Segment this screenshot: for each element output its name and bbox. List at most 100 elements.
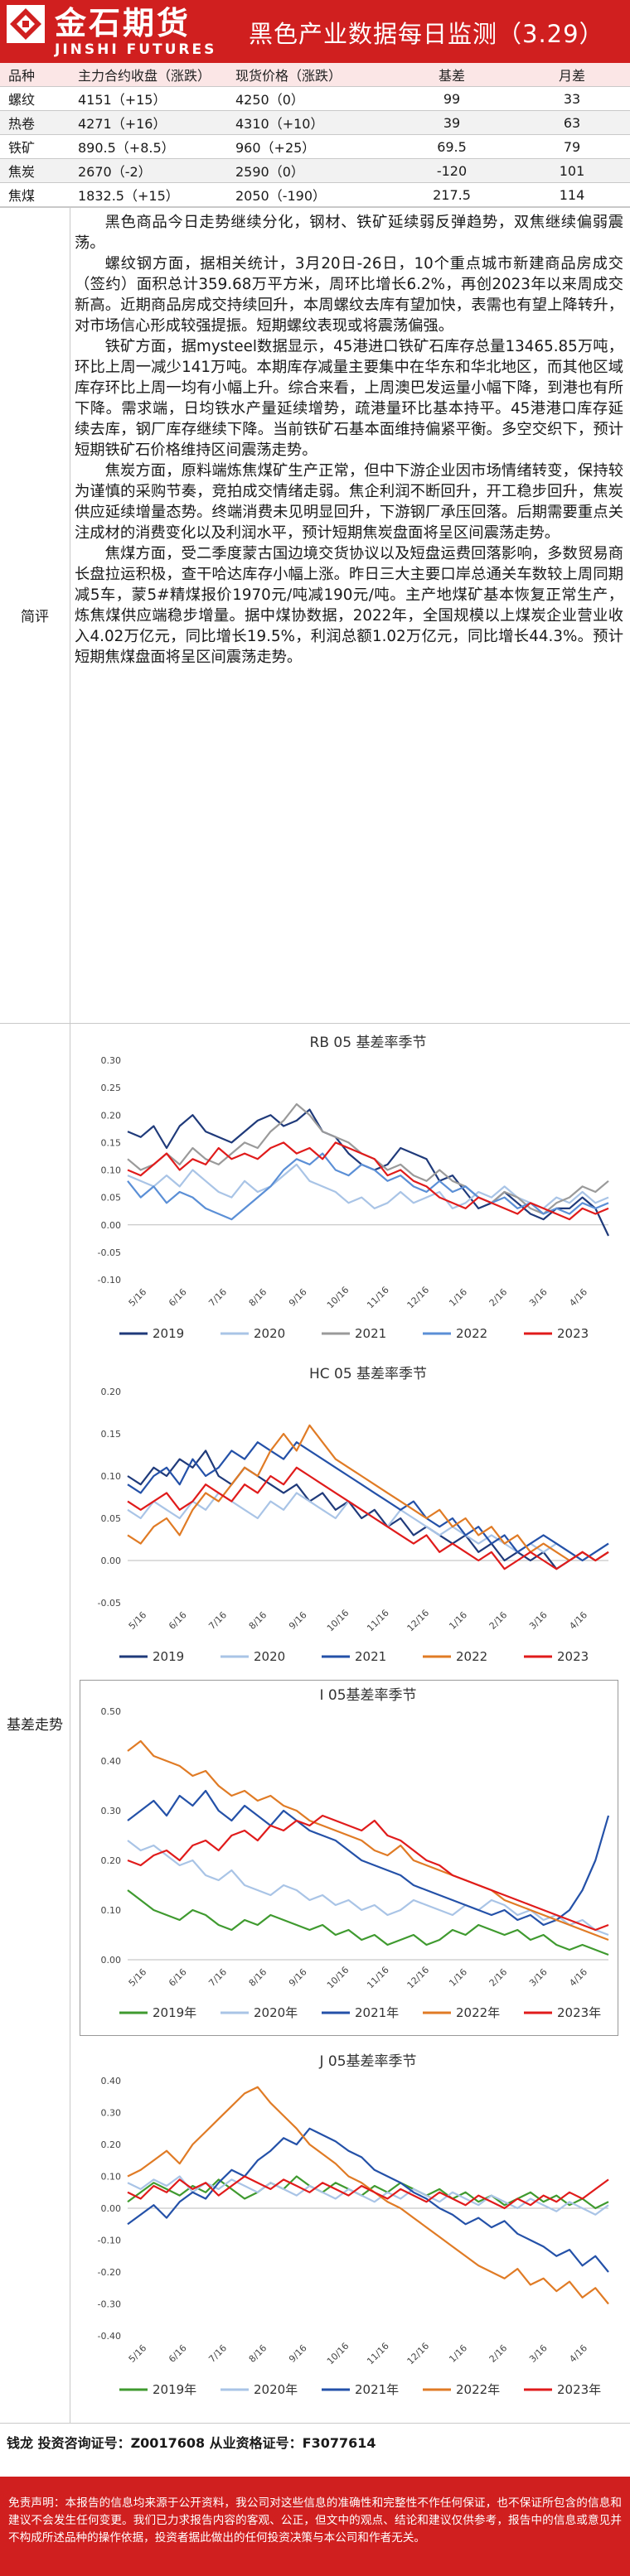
spot-price: 4310（+10） (229, 110, 390, 135)
series-line-2022年 (127, 1739, 609, 1942)
legend-label: 2021年 (355, 2382, 399, 2397)
y-tick-label: 0.00 (101, 1955, 122, 1966)
x-tick-label: 11/16 (365, 1285, 391, 1311)
chart-svg: I 05基差率季节 0.50 0.40 0.30 0.20 0.10 0.00 5/16 6/1… (80, 1680, 618, 2036)
y-tick-label: 0.00 (101, 1556, 122, 1566)
series-line-2019年 (127, 2175, 609, 2210)
x-tick-label: 6/16 (167, 2342, 189, 2365)
x-tick-label: 7/16 (206, 1286, 229, 1309)
y-tick-label: 0.10 (101, 1905, 122, 1916)
y-tick-label: -0.05 (98, 1598, 121, 1609)
legend-label: 2020 (254, 1649, 285, 1664)
chart-frame (80, 1680, 618, 2036)
series-line-2021 (127, 1102, 609, 1215)
x-tick-label: 12/16 (405, 2341, 432, 2367)
y-tick-label: 0.30 (101, 1055, 122, 1066)
legend-label: 2023 (557, 1649, 589, 1664)
hc05-basis-chart: HC 05 基差率季节 0.20 0.15 0.10 0.05 0.00 -0.05 5/16… (80, 1358, 618, 1677)
x-tick-label: 5/16 (127, 2342, 149, 2365)
series-line-2020 (127, 1163, 609, 1209)
series-line-2020年 (127, 1840, 609, 1937)
series-line-2019 (127, 1108, 609, 1237)
x-tick-label: 11/16 (365, 1608, 391, 1634)
basis-section-label: 基差走势 (0, 1023, 70, 2423)
legend-label: 2022年 (456, 2005, 500, 2020)
basis-value: 39 (390, 110, 514, 135)
product-name: 焦炭 (0, 158, 71, 183)
y-tick-label: -0.40 (98, 2331, 121, 2342)
x-tick-label: 1/16 (447, 1609, 469, 1632)
x-tick-label: 9/16 (287, 1609, 309, 1632)
y-tick-label: 0.40 (101, 1756, 122, 1767)
x-tick-label: 6/16 (167, 1609, 189, 1632)
column-header-product: 品种 (0, 63, 71, 87)
spread-value: 79 (514, 134, 630, 159)
quote-table: 品种 主力合约收盘（涨跌） 现货价格（涨跌） 基差 月差 螺纹 4151（+15… (0, 63, 630, 207)
legend-label: 2021 (355, 1326, 386, 1341)
report-header: 金石期货 JINSHI FUTURES 黑色产业数据每日监测（3.29） (0, 0, 630, 63)
y-tick-label: 0.10 (101, 1165, 122, 1176)
y-tick-label: 0.30 (101, 2108, 122, 2119)
futures-close: 2670（-2） (71, 158, 229, 183)
chart-title: HC 05 基差率季节 (309, 1366, 427, 1382)
series-line-2023 (127, 1466, 609, 1570)
series-line-2021 (127, 1441, 609, 1562)
y-tick-label: 0.00 (101, 2203, 122, 2214)
x-tick-label: 2/16 (487, 1286, 510, 1309)
y-tick-label: -0.30 (98, 2299, 121, 2310)
x-tick-label: 10/16 (325, 2341, 351, 2367)
x-tick-label: 5/16 (127, 1609, 149, 1632)
product-name: 螺纹 (0, 86, 71, 111)
series-line-2022年 (127, 2086, 609, 2305)
legend-label: 2023年 (557, 2382, 601, 2397)
x-tick-label: 5/16 (127, 1966, 149, 1989)
i05-basis-chart: I 05基差率季节 0.50 0.40 0.30 0.20 0.10 0.00 5/16 6/1… (80, 1680, 618, 2036)
x-tick-label: 10/16 (325, 1965, 351, 1991)
section-divider (0, 207, 630, 208)
series-line-2023 (127, 1141, 609, 1221)
j05-basis-chart: J 05基差率季节 0.40 0.30 0.20 0.10 0.00 -0.10 -0.20 -… (80, 2046, 618, 2410)
legend-label: 2019 (153, 1326, 184, 1341)
chart-title: I 05基差率季节 (319, 1687, 416, 1704)
x-tick-label: 5/16 (127, 1286, 149, 1309)
x-tick-label: 2/16 (487, 2342, 510, 2365)
commentary-coking-coal: 焦煤方面，受二季度蒙古国边境交货协议以及短盘运费回落影响，多数贸易商长盘拉运积极… (75, 545, 623, 666)
y-tick-label: 0.10 (101, 2172, 122, 2183)
legend-label: 2021年 (355, 2005, 399, 2020)
futures-close: 4151（+15） (71, 86, 229, 111)
y-tick-label: 0.05 (101, 1513, 122, 1524)
y-tick-label: -0.10 (98, 2236, 121, 2246)
commentary-coke: 焦炭方面，原料端炼焦煤矿生产正常，但中下游企业因市场情绪转变，保持较为谨慎的采购… (75, 462, 623, 542)
basis-value: 217.5 (390, 182, 514, 207)
spread-value: 63 (514, 110, 630, 135)
y-tick-label: 0.00 (101, 1220, 122, 1231)
table-row: 铁矿 890.5（+8.5） 960（+25） 69.5 79 (0, 134, 630, 159)
chart-svg: RB 05 基差率季节 0.30 0.25 0.20 0.15 0.10 0.05 0.00 -… (98, 1035, 609, 1341)
legend-label: 2023年 (557, 2005, 601, 2020)
y-tick-label: 0.20 (101, 2139, 122, 2150)
commentary-iron-ore: 铁矿方面，据mysteel数据显示，45港进口铁矿石库存总量13465.85万吨… (75, 338, 623, 459)
basis-value: -120 (390, 158, 514, 183)
futures-close: 4271（+16） (71, 110, 229, 135)
x-tick-label: 9/16 (287, 1966, 309, 1989)
legend-label: 2022 (456, 1326, 487, 1341)
series-line-2023年 (127, 2175, 609, 2210)
disclaimer: 免责声明：本报告的信息均来源于公开资料，我公司对这些信息的准确性和完整性不作任何… (0, 2477, 630, 2576)
commentary-rebar: 螺纹钢方面，据相关统计，3月20日-26日，10个重点城市新建商品房成交（签约）… (75, 255, 623, 335)
series-line-2019年 (127, 1889, 609, 1956)
table-row: 焦炭 2670（-2） 2590（0） -120 101 (0, 158, 630, 183)
y-tick-label: 0.20 (101, 1387, 122, 1397)
x-tick-label: 2/16 (487, 1966, 510, 1989)
x-tick-label: 12/16 (405, 1285, 432, 1311)
x-tick-label: 8/16 (247, 1286, 269, 1309)
y-tick-label: 0.20 (101, 1855, 122, 1866)
legend-label: 2022 (456, 1649, 487, 1664)
x-tick-label: 4/16 (567, 1286, 589, 1309)
y-tick-label: 0.50 (101, 1706, 122, 1717)
futures-close: 890.5（+8.5） (71, 134, 229, 159)
y-tick-label: 0.40 (101, 2076, 122, 2086)
x-tick-label: 12/16 (405, 1965, 432, 1991)
product-name: 焦煤 (0, 182, 71, 207)
legend-label: 2020 (254, 1326, 285, 1341)
table-row: 热卷 4271（+16） 4310（+10） 39 63 (0, 110, 630, 135)
